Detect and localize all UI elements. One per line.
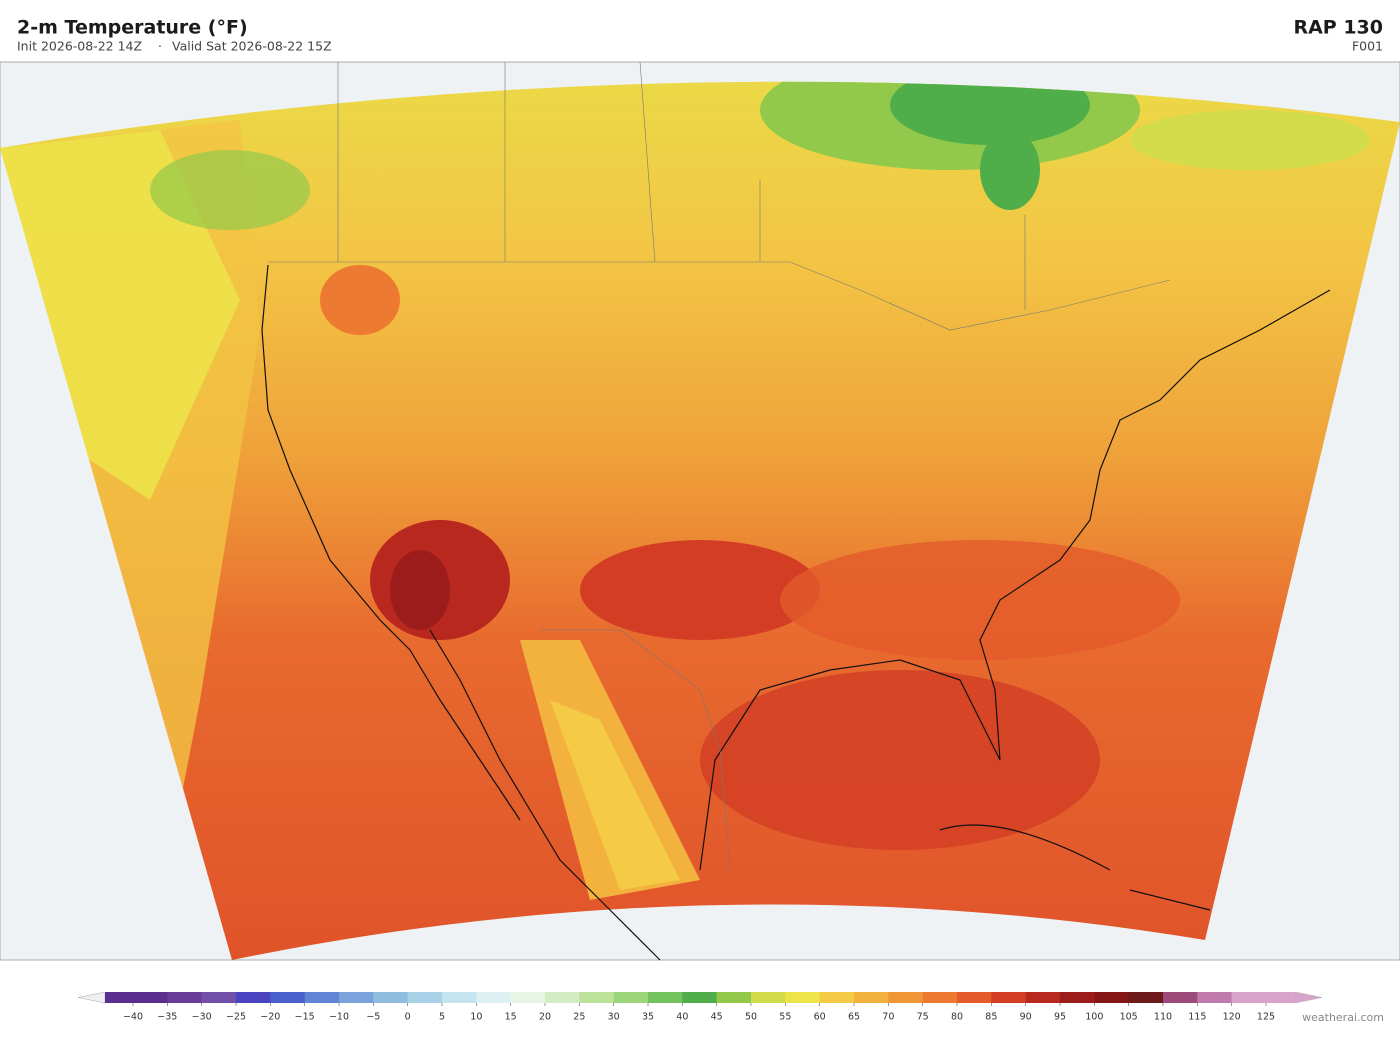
colorbar-segment — [1060, 992, 1095, 1003]
colorbar-tick-label: −20 — [260, 1012, 280, 1023]
title: 2-m Temperature (°F) — [17, 17, 248, 39]
colorbar-tick-label: 65 — [848, 1012, 860, 1023]
colorbar-segment — [133, 992, 168, 1003]
colorbar-tick-label: −35 — [157, 1012, 177, 1023]
colorbar-segment — [648, 992, 683, 1003]
colorbar-segment — [373, 992, 408, 1003]
colorbar-segment — [991, 992, 1026, 1003]
colorbar-segment — [407, 992, 443, 1003]
colorbar-tick-label: 120 — [1223, 1012, 1241, 1023]
colorbar-tick-label: −15 — [295, 1012, 315, 1023]
colorbar-segment — [442, 992, 477, 1003]
colorbar-segment — [613, 992, 649, 1003]
colorbar-tick-label: 105 — [1120, 1012, 1138, 1023]
colorbar-tick-label: 70 — [882, 1012, 894, 1023]
colorbar-segment — [819, 992, 855, 1003]
coastlines — [261, 264, 1331, 961]
colorbar-tick-label: 0 — [405, 1012, 411, 1023]
colorbar-tick-label: 80 — [951, 1012, 963, 1023]
colorbar-segment — [922, 992, 958, 1003]
colorbar-tick-label: 20 — [539, 1012, 551, 1023]
colorbar-segment — [888, 992, 923, 1003]
colorbar-segment — [339, 992, 374, 1003]
colorbar-segment-high — [1266, 992, 1295, 1003]
colorbar-tick-label: −30 — [192, 1012, 212, 1023]
colorbar-segment — [854, 992, 889, 1003]
borders — [268, 61, 1171, 871]
colorbar-segment — [1128, 992, 1164, 1003]
colorbar-segment — [236, 992, 271, 1003]
colorbar-tick-label: 85 — [985, 1012, 997, 1023]
colorbar-segment — [682, 992, 717, 1003]
colorbar-segment — [270, 992, 305, 1003]
colorbar-segment — [751, 992, 786, 1003]
colorbar-extend-high — [1294, 991, 1323, 1004]
credit: weatherai.com — [1302, 1011, 1384, 1024]
colorbar-tick-label: 30 — [608, 1012, 620, 1023]
colorbar-segment — [1094, 992, 1129, 1003]
colorbar-tick-label: 115 — [1188, 1012, 1206, 1023]
colorbar-segment — [167, 992, 202, 1003]
colorbar-tick-label: 95 — [1054, 1012, 1066, 1023]
colorbar-tick-label: 50 — [745, 1012, 757, 1023]
colorbar-tick-label: 60 — [814, 1012, 826, 1023]
colorbar-tick-label: 90 — [1020, 1012, 1032, 1023]
colorbar: −40 −35 −30 −25 −20 −15 −10 −5 0 5 10 15 20 25 30 35 40 4… — [77, 991, 1323, 1023]
colorbar-segment — [1197, 992, 1232, 1003]
colorbar-segment — [579, 992, 614, 1003]
colorbar-tick-label: 55 — [779, 1012, 791, 1023]
colorbar-tick-label: 5 — [439, 1012, 445, 1023]
colorbar-extend-low — [77, 991, 106, 1004]
colorbar-tick-label: 100 — [1085, 1012, 1103, 1023]
colorbar-segment — [1025, 992, 1061, 1003]
separator: · — [158, 39, 162, 54]
colorbar-segment — [716, 992, 752, 1003]
colorbar-segment — [545, 992, 580, 1003]
init-time: Init 2026-08-22 14Z — [17, 39, 142, 54]
colorbar-tick-label: 15 — [505, 1012, 517, 1023]
colorbar-tick-label: 40 — [676, 1012, 688, 1023]
colorbar-segment — [1163, 992, 1198, 1003]
colorbar-segment — [957, 992, 992, 1003]
colorbar-tick-label: 110 — [1154, 1012, 1172, 1023]
valid-time: Valid Sat 2026-08-22 15Z — [172, 39, 332, 54]
colorbar-tick-label: 75 — [917, 1012, 929, 1023]
colorbar-segment-low — [105, 992, 133, 1003]
colorbar-tick-label: 25 — [573, 1012, 585, 1023]
colorbar-tick-label: −5 — [366, 1012, 380, 1023]
colorbar-segment — [304, 992, 340, 1003]
colorbar-tick-label: −25 — [226, 1012, 246, 1023]
forecast-hour: F001 — [1352, 39, 1383, 54]
colorbar-segment — [476, 992, 511, 1003]
colorbar-tick-label: 10 — [470, 1012, 482, 1023]
model-name: RAP 130 — [1293, 17, 1383, 39]
map — [0, 61, 1400, 961]
colorbar-tick-label: −40 — [123, 1012, 143, 1023]
colorbar-tick-label: −10 — [329, 1012, 349, 1023]
colorbar-tick-label: 45 — [711, 1012, 723, 1023]
colorbar-tick-label: 35 — [642, 1012, 654, 1023]
colorbar-tick-label: 125 — [1257, 1012, 1275, 1023]
colorbar-segment — [1231, 992, 1267, 1003]
colorbar-segment — [201, 992, 237, 1003]
colorbar-segment — [510, 992, 546, 1003]
temperature-field — [0, 81, 1400, 960]
colorbar-segment — [785, 992, 820, 1003]
